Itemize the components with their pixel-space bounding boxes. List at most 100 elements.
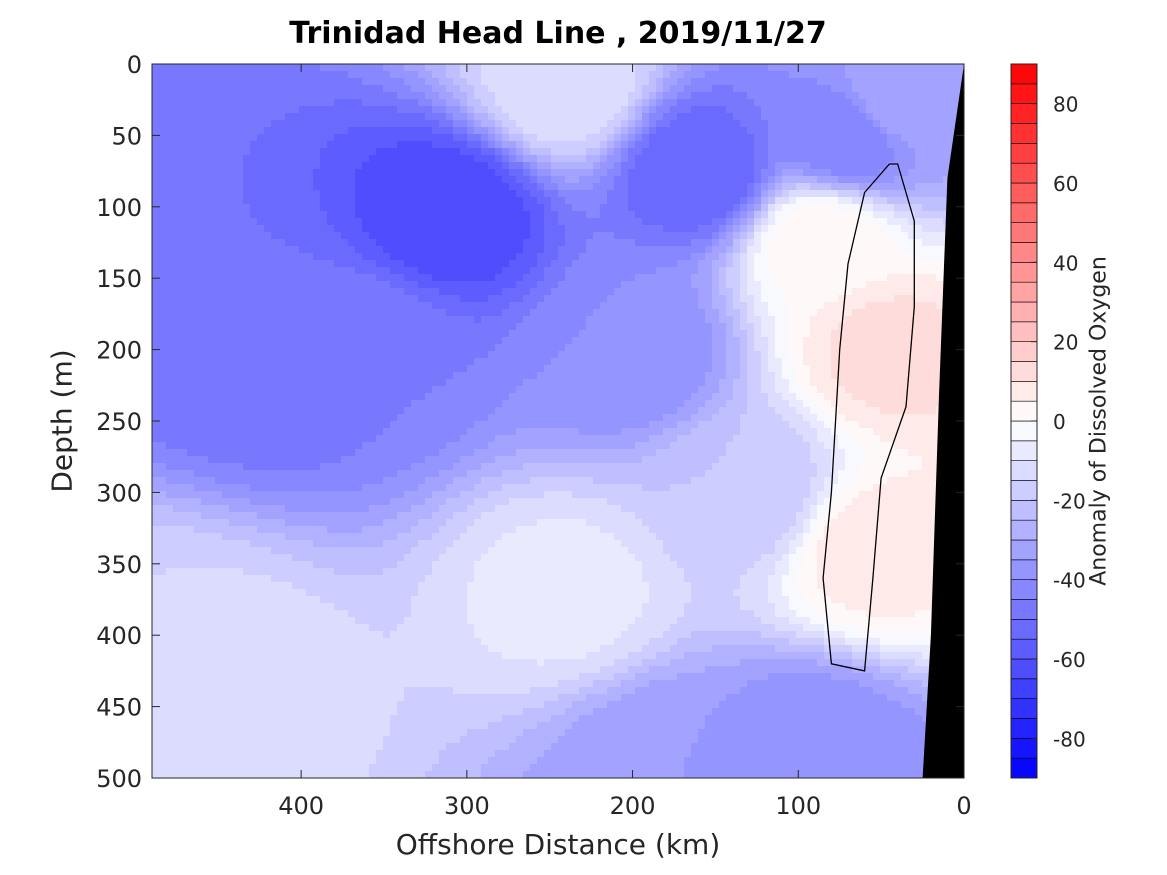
- contour-cell: [355, 547, 363, 555]
- contour-cell: [404, 428, 412, 436]
- contour-cell: [369, 176, 377, 184]
- contour-cell: [467, 470, 475, 478]
- contour-cell: [460, 736, 468, 744]
- contour-cell: [369, 323, 377, 331]
- contour-cell: [460, 554, 468, 562]
- contour-cell: [418, 533, 426, 541]
- contour-cell: [348, 316, 356, 324]
- contour-cell: [180, 533, 188, 541]
- contour-cell: [313, 435, 321, 443]
- contour-cell: [264, 694, 272, 702]
- contour-cell: [397, 246, 405, 254]
- contour-cell: [390, 127, 398, 135]
- contour-cell: [292, 239, 300, 247]
- contour-cell: [243, 141, 251, 149]
- contour-cell: [152, 449, 160, 457]
- contour-cell: [299, 337, 307, 345]
- contour-cell: [460, 547, 468, 555]
- contour-cell: [173, 561, 181, 569]
- contour-cell: [355, 379, 363, 387]
- contour-cell: [215, 190, 223, 198]
- contour-cell: [362, 519, 370, 527]
- contour-cell: [355, 554, 363, 562]
- contour-cell: [222, 204, 230, 212]
- contour-cell: [313, 344, 321, 352]
- contour-cell: [453, 218, 461, 226]
- contour-cell: [152, 701, 160, 709]
- contour-cell: [313, 561, 321, 569]
- contour-cell: [173, 246, 181, 254]
- contour-cell: [341, 281, 349, 289]
- contour-cell: [348, 162, 356, 170]
- contour-cell: [355, 400, 363, 408]
- contour-cell: [264, 295, 272, 303]
- contour-cell: [369, 218, 377, 226]
- contour-cell: [159, 190, 167, 198]
- contour-cell: [264, 302, 272, 310]
- contour-cell: [306, 141, 314, 149]
- contour-cell: [292, 652, 300, 660]
- contour-cell: [306, 407, 314, 415]
- contour-cell: [194, 281, 202, 289]
- contour-cell: [341, 113, 349, 121]
- contour-cell: [383, 526, 391, 534]
- contour-cell: [439, 379, 447, 387]
- contour-cell: [432, 505, 440, 513]
- contour-cell: [271, 85, 279, 93]
- contour-cell: [453, 120, 461, 128]
- contour-cell: [243, 323, 251, 331]
- contour-cell: [320, 596, 328, 604]
- contour-cell: [369, 519, 377, 527]
- contour-cell: [292, 470, 300, 478]
- contour-cell: [488, 673, 496, 681]
- contour-cell: [313, 673, 321, 681]
- contour-cell: [215, 498, 223, 506]
- contour-cell: [299, 302, 307, 310]
- contour-cell: [341, 155, 349, 163]
- contour-cell: [418, 624, 426, 632]
- contour-cell: [208, 554, 216, 562]
- contour-cell: [334, 323, 342, 331]
- contour-cell: [446, 659, 454, 667]
- contour-cell: [418, 631, 426, 639]
- contour-cell: [411, 715, 419, 723]
- contour-cell: [152, 491, 160, 499]
- contour-cell: [397, 204, 405, 212]
- contour-cell: [194, 715, 202, 723]
- contour-cell: [187, 120, 195, 128]
- contour-cell: [453, 561, 461, 569]
- contour-cell: [264, 176, 272, 184]
- contour-cell: [306, 617, 314, 625]
- contour-cell: [159, 162, 167, 170]
- contour-cell: [460, 533, 468, 541]
- contour-cell: [404, 365, 412, 373]
- contour-cell: [481, 92, 489, 100]
- contour-cell: [397, 596, 405, 604]
- contour-cell: [264, 218, 272, 226]
- contour-cell: [250, 225, 258, 233]
- contour-cell: [243, 449, 251, 457]
- contour-cell: [355, 92, 363, 100]
- contour-cell: [481, 568, 489, 576]
- contour-cell: [264, 631, 272, 639]
- contour-cell: [271, 484, 279, 492]
- contour-cell: [432, 729, 440, 737]
- contour-cell: [362, 267, 370, 275]
- contour-cell: [320, 71, 328, 79]
- contour-cell: [362, 498, 370, 506]
- contour-cell: [404, 526, 412, 534]
- contour-cell: [334, 358, 342, 366]
- contour-cell: [334, 176, 342, 184]
- contour-cell: [250, 715, 258, 723]
- contour-cell: [285, 757, 293, 765]
- contour-cell: [327, 617, 335, 625]
- contour-cell: [460, 239, 468, 247]
- contour-cell: [467, 771, 475, 778]
- contour-cell: [446, 155, 454, 163]
- contour-cell: [292, 372, 300, 380]
- contour-cell: [201, 141, 209, 149]
- contour-cell: [236, 526, 244, 534]
- contour-cell: [229, 169, 237, 177]
- contour-cell: [166, 71, 174, 79]
- contour-cell: [292, 232, 300, 240]
